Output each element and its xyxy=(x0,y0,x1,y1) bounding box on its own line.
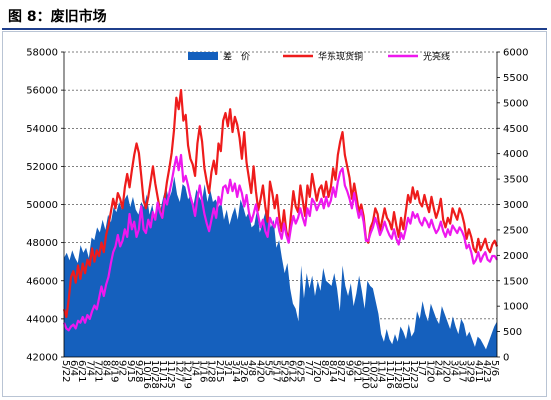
legend-swatch-spread xyxy=(188,52,218,60)
right-tick-label-10: 5000 xyxy=(503,98,528,109)
x-tick-label-49: 3/17 xyxy=(457,360,468,382)
left-tick-label-1: 44000 xyxy=(26,314,58,325)
x-tick-label-1: 6/4 xyxy=(68,360,79,376)
right-tick-label-2: 1000 xyxy=(503,302,528,313)
x-tick-label-6: 8/19 xyxy=(109,360,120,382)
right-tick-label-4: 2000 xyxy=(503,251,528,262)
legend-label-east-china-copper: 华东现货铜 xyxy=(318,51,363,63)
left-tick-label-7: 56000 xyxy=(26,86,58,97)
x-tick-label-22: 3/26 xyxy=(238,360,249,382)
left-tick-label-0: 42000 xyxy=(26,353,58,364)
x-tick-label-42: 12/10 xyxy=(400,360,411,389)
x-tick-label-0: 5/22 xyxy=(60,360,71,382)
x-tick-label-28: 6/12 xyxy=(287,360,298,382)
x-tick-label-23: 4/8 xyxy=(246,360,257,376)
x-tick-label-18: 1/28 xyxy=(206,360,217,382)
right-tick-label-0: 0 xyxy=(503,353,509,364)
x-tick-label-52: 4/23 xyxy=(481,360,492,382)
bright-copper-wire-line xyxy=(62,153,498,332)
chart-frame xyxy=(2,31,547,397)
right-tick-label-1: 500 xyxy=(503,327,522,338)
x-tick-label-14: 12/7 xyxy=(173,360,184,382)
left-tick-label-3: 48000 xyxy=(26,238,58,249)
x-tick-label-44: 1/7 xyxy=(416,360,427,376)
x-tick-label-41: 11/28 xyxy=(392,360,403,389)
x-tick-label-35: 9/9 xyxy=(343,360,354,376)
right-tick-label-5: 2500 xyxy=(503,225,528,236)
x-tick-label-48: 3/4 xyxy=(449,360,460,376)
left-tick-label-4: 50000 xyxy=(26,200,58,211)
x-tick-label-26: 5/17 xyxy=(270,360,281,382)
x-tick-label-19: 2/15 xyxy=(214,360,225,382)
left-tick-label-2: 46000 xyxy=(26,276,58,287)
right-tick-label-11: 5500 xyxy=(503,73,528,84)
x-tick-label-47: 2/20 xyxy=(440,360,451,382)
x-tick-label-34: 8/27 xyxy=(335,360,346,382)
x-tick-label-16: 1/4 xyxy=(190,360,201,376)
x-tick-label-12: 11/12 xyxy=(157,360,168,389)
x-tick-label-27: 5/29 xyxy=(279,360,290,382)
figure-title-text: 废旧市场 xyxy=(50,9,107,25)
figure-label: 图 8： xyxy=(8,9,51,25)
x-tick-label-45: 1/20 xyxy=(424,360,435,382)
right-tick-label-12: 6000 xyxy=(503,48,528,59)
x-tick-label-3: 7/4 xyxy=(84,360,95,376)
x-tick-label-15: 12/19 xyxy=(181,360,192,389)
x-tick-label-24: 4/20 xyxy=(254,360,265,382)
x-tick-label-39: 11/4 xyxy=(376,360,387,382)
right-tick-label-9: 4500 xyxy=(503,124,528,135)
right-tick-label-8: 4000 xyxy=(503,149,528,160)
left-tick-label-6: 54000 xyxy=(26,124,58,135)
x-tick-label-17: 1/16 xyxy=(198,360,209,382)
x-tick-label-21: 3/14 xyxy=(230,360,241,382)
east-china-copper-line xyxy=(62,89,499,319)
spread-area xyxy=(64,176,497,357)
x-tick-label-5: 8/4 xyxy=(100,360,111,376)
x-tick-label-20: 3/1 xyxy=(222,360,233,376)
x-tick-label-2: 6/21 xyxy=(76,360,87,382)
x-tick-label-40: 11/16 xyxy=(384,360,395,389)
x-tick-label-53: 5/6 xyxy=(489,360,500,376)
x-tick-label-10: 10/16 xyxy=(141,360,152,389)
left-tick-label-8: 58000 xyxy=(26,48,58,59)
x-tick-label-51: 4/11 xyxy=(473,360,484,382)
right-tick-label-7: 3500 xyxy=(503,175,528,186)
x-tick-label-8: 9/15 xyxy=(125,360,136,382)
x-tick-label-11: 10/28 xyxy=(149,360,160,389)
right-tick-label-3: 1500 xyxy=(503,276,528,287)
figure-title: 图 8：废旧市场 xyxy=(8,6,107,26)
left-tick-label-5: 52000 xyxy=(26,162,58,173)
legend: 差 价 华东现货铜 光亮线 xyxy=(188,51,450,63)
x-tick-label-30: 7/7 xyxy=(303,360,314,376)
x-tick-label-29: 6/25 xyxy=(295,360,306,382)
x-tick-label-33: 8/14 xyxy=(327,360,338,382)
x-tick-label-38: 10/23 xyxy=(368,360,379,389)
x-tick-label-46: 2/4 xyxy=(432,360,443,376)
x-tick-label-43: 12/23 xyxy=(408,360,419,389)
x-tick-label-32: 8/2 xyxy=(319,360,330,376)
legend-label-spread: 差 价 xyxy=(223,51,250,63)
x-tick-label-37: 10/10 xyxy=(359,360,370,389)
x-tick-label-9: 9/28 xyxy=(133,360,144,382)
x-tick-label-50: 3/29 xyxy=(465,360,476,382)
x-tick-label-31: 7/20 xyxy=(311,360,322,382)
x-tick-label-7: 9/2 xyxy=(117,360,128,376)
title-rule xyxy=(2,28,547,30)
x-tick-label-25: 5/5 xyxy=(262,360,273,376)
x-tick-label-13: 11/25 xyxy=(165,360,176,389)
x-tick-label-36: 9/21 xyxy=(351,360,362,382)
legend-label-bright-copper-wire: 光亮线 xyxy=(423,51,450,63)
right-tick-label-6: 3000 xyxy=(503,200,528,211)
x-tick-label-4: 7/21 xyxy=(92,360,103,382)
